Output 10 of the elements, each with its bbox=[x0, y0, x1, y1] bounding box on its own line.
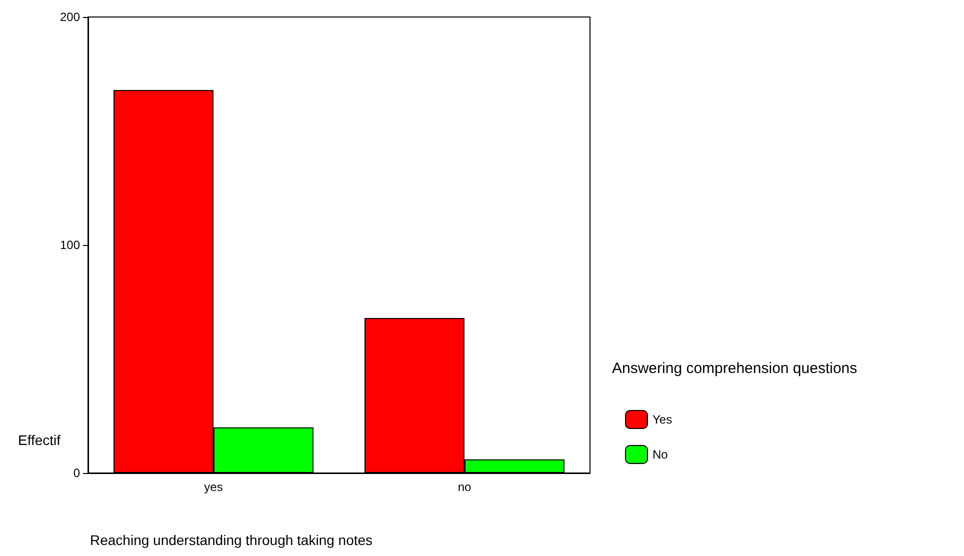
y-tick-label: 0 bbox=[73, 466, 80, 480]
x-axis-title: Reaching understanding through taking notes bbox=[90, 532, 373, 548]
x-tick-label: yes bbox=[204, 480, 223, 494]
legend-label: Yes bbox=[652, 412, 672, 426]
x-tick-label: no bbox=[458, 480, 472, 494]
y-tick-label: 200 bbox=[60, 10, 80, 24]
y-axis-title: Effectif bbox=[18, 432, 61, 448]
legend-label: No bbox=[652, 448, 668, 462]
legend-title: Answering comprehension questions bbox=[612, 360, 858, 377]
y-tick-label: 100 bbox=[60, 238, 80, 252]
